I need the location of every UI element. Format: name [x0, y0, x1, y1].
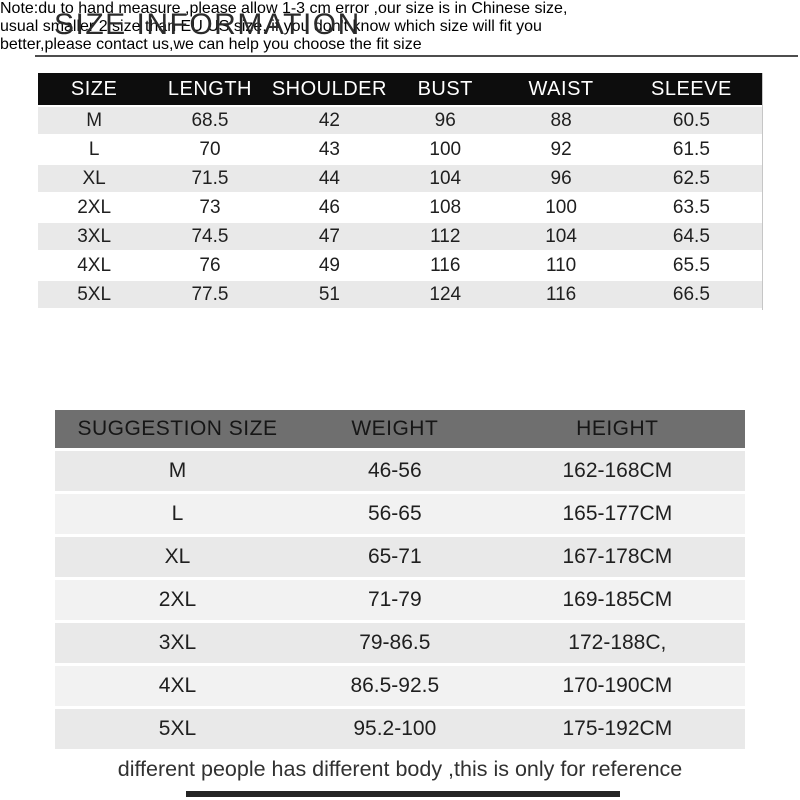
table-row: M 68.5 42 96 88 60.5 — [38, 107, 762, 134]
table-cell: 79-86.5 — [359, 631, 431, 654]
table-cell: XL — [82, 168, 106, 189]
table-cell: 61.5 — [672, 139, 710, 160]
table-cell: 76 — [199, 255, 221, 276]
table-cell: 96 — [550, 168, 572, 189]
table-cell: 47 — [318, 226, 340, 247]
table-cell: 3XL — [77, 226, 112, 247]
column-header: WAIST — [528, 78, 594, 100]
table-cell: 3XL — [158, 631, 197, 654]
table-cell: 70 — [199, 139, 221, 160]
table-cell: 42 — [318, 110, 340, 131]
table-header-row: SIZE LENGTH SHOULDER BUST WAIST SLEEVE — [38, 73, 762, 105]
table-cell: 49 — [318, 255, 340, 276]
table-cell: 43 — [318, 139, 340, 160]
table-cell: 63.5 — [672, 197, 710, 218]
table-row: 5XL 95.2-100 175-192CM — [55, 709, 745, 749]
table-cell: 175-192CM — [562, 717, 673, 740]
table-cell: 44 — [318, 168, 340, 189]
column-header: SIZE — [70, 78, 118, 100]
note-line: usual smaller 2 size than EU US size, if… — [0, 18, 542, 35]
table-cell: M — [86, 110, 103, 131]
footer-note: different people has different body ,thi… — [117, 757, 683, 781]
table-cell: 108 — [429, 197, 462, 218]
table-cell: 65.5 — [672, 255, 710, 276]
table-cell: M — [168, 459, 187, 482]
table-row: 2XL 73 46 108 100 63.5 — [38, 194, 762, 221]
table-cell: 100 — [545, 197, 577, 218]
table-cell: 88 — [550, 110, 572, 131]
table-cell: 95.2-100 — [353, 717, 437, 740]
table-cell: 68.5 — [191, 110, 229, 131]
column-header: BUST — [417, 78, 473, 100]
table-cell: 74.5 — [191, 226, 229, 247]
table-cell: 162-168CM — [562, 459, 673, 482]
column-header: HEIGHT — [576, 417, 659, 440]
table-row: XL 65-71 167-178CM — [55, 537, 745, 577]
table-cell: 110 — [545, 255, 577, 276]
table-cell: 4XL — [158, 674, 197, 697]
table-cell: 104 — [545, 226, 577, 247]
column-header: SLEEVE — [650, 78, 732, 100]
table-row: 4XL 76 49 116 110 65.5 — [38, 252, 762, 279]
table-cell: 73 — [199, 197, 221, 218]
column-header: SUGGESTION SIZE — [77, 417, 278, 440]
title-divider — [35, 55, 798, 57]
column-header: WEIGHT — [351, 417, 439, 440]
table-cell: 172-188C, — [568, 631, 667, 654]
table-cell: 64.5 — [672, 226, 710, 247]
table-cell: 77.5 — [191, 284, 229, 305]
table-row: L 56-65 165-177CM — [55, 494, 745, 534]
table-cell: 46 — [318, 197, 340, 218]
table-row: L 70 43 100 92 61.5 — [38, 136, 762, 163]
table-cell: 167-178CM — [562, 545, 673, 568]
table-row: 4XL 86.5-92.5 170-190CM — [55, 666, 745, 706]
table-row: 3XL 74.5 47 112 104 64.5 — [38, 223, 762, 250]
table-cell: 2XL — [158, 588, 197, 611]
table-cell: 60.5 — [672, 110, 710, 131]
table-cell: 104 — [429, 168, 462, 189]
table-cell: 62.5 — [672, 168, 710, 189]
table-cell: 65-71 — [367, 545, 422, 568]
table-cell: 116 — [430, 255, 461, 276]
table-cell: 169-185CM — [562, 588, 673, 611]
table-cell: 5XL — [77, 284, 112, 305]
table-cell: L — [88, 139, 100, 160]
table-header-row: SUGGESTION SIZE WEIGHT HEIGHT — [55, 410, 745, 448]
table-cell: 165-177CM — [562, 502, 673, 525]
table-cell: 5XL — [158, 717, 197, 740]
table-row: 2XL 71-79 169-185CM — [55, 580, 745, 620]
table-cell: 71.5 — [191, 168, 229, 189]
table-cell: 170-190CM — [562, 674, 673, 697]
note-line: better,please contact us,we can help you… — [0, 36, 422, 53]
table-cell: XL — [164, 545, 191, 568]
table-cell: 100 — [429, 139, 462, 160]
table-cell: 46-56 — [367, 459, 422, 482]
table-cell: 116 — [545, 284, 577, 305]
table-cell: L — [171, 502, 184, 525]
table-cell: 2XL — [77, 197, 112, 218]
table-cell: 66.5 — [672, 284, 710, 305]
suggestion-table: SUGGESTION SIZE WEIGHT HEIGHT M 46-56 162-168… — [55, 410, 745, 752]
column-header: LENGTH — [167, 78, 252, 100]
table-row: XL 71.5 44 104 96 62.5 — [38, 165, 762, 192]
note-line: Note:du to hand measure ,please allow 1-… — [0, 0, 568, 17]
table-cell: 86.5-92.5 — [350, 674, 440, 697]
bottom-divider-bar — [186, 791, 620, 797]
table-cell: 92 — [550, 139, 572, 160]
table-cell: 96 — [434, 110, 456, 131]
table-cell: 112 — [430, 226, 461, 247]
table-cell: 71-79 — [367, 588, 422, 611]
size-table: SIZE LENGTH SHOULDER BUST WAIST SLEEVE M 68.5 42… — [38, 73, 763, 310]
column-header: SHOULDER — [271, 78, 387, 100]
table-row: 3XL 79-86.5 172-188C, — [55, 623, 745, 663]
page-title: SIZE INFORMATION — [54, 8, 361, 41]
table-cell: 124 — [429, 284, 462, 305]
table-cell: 56-65 — [367, 502, 422, 525]
table-row: 5XL 77.5 51 124 116 66.5 — [38, 281, 762, 308]
table-cell: 4XL — [77, 255, 112, 276]
table-row: M 46-56 162-168CM — [55, 451, 745, 491]
table-cell: 51 — [318, 284, 340, 305]
